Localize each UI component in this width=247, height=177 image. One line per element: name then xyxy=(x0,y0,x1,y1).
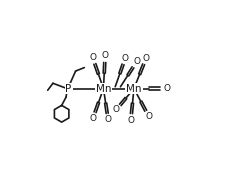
Text: P: P xyxy=(65,84,72,93)
Text: Mn: Mn xyxy=(126,84,142,93)
Text: O: O xyxy=(89,114,96,123)
Text: Mn: Mn xyxy=(96,84,111,93)
Text: O: O xyxy=(133,57,140,66)
Text: O: O xyxy=(127,116,134,125)
Text: O: O xyxy=(143,54,150,63)
Text: O: O xyxy=(113,105,120,115)
Text: O: O xyxy=(163,84,170,93)
Text: O: O xyxy=(145,112,152,121)
Text: O: O xyxy=(89,53,96,62)
Text: O: O xyxy=(102,51,109,60)
Text: O: O xyxy=(122,54,129,63)
Text: O: O xyxy=(105,115,112,124)
